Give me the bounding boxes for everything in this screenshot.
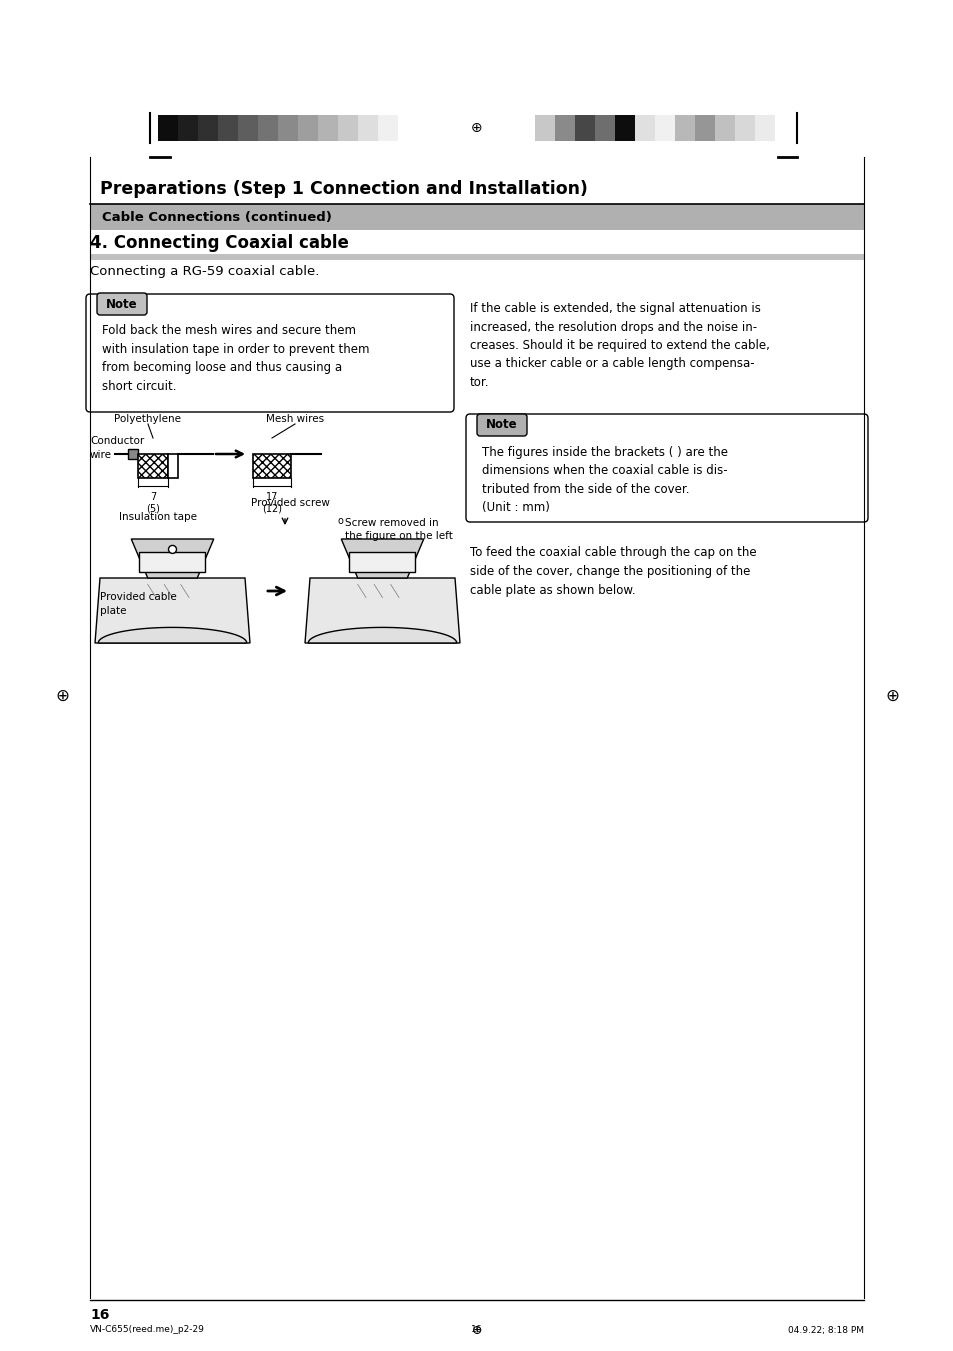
Text: Cable Connections (continued): Cable Connections (continued): [102, 211, 332, 223]
Text: Note: Note: [486, 417, 517, 431]
Bar: [198, 115, 218, 141]
Text: If the cable is extended, the signal attenuation is
increased, the resolution dr: If the cable is extended, the signal att…: [470, 303, 769, 389]
Bar: [257, 115, 277, 141]
Text: VN-C655(reed.me)_p2-29: VN-C655(reed.me)_p2-29: [90, 1325, 205, 1335]
Text: 7
(5): 7 (5): [146, 492, 160, 513]
Bar: [555, 115, 575, 141]
FancyBboxPatch shape: [476, 413, 526, 436]
Bar: [575, 115, 595, 141]
Text: ⊕: ⊕: [884, 688, 898, 705]
Bar: [178, 115, 198, 141]
Bar: [90, 204, 863, 230]
Text: Insulation tape: Insulation tape: [119, 512, 196, 521]
Text: Screw removed in
the figure on the left: Screw removed in the figure on the left: [345, 517, 453, 542]
Polygon shape: [341, 539, 423, 578]
Text: To feed the coaxial cable through the cap on the
side of the cover, change the p: To feed the coaxial cable through the ca…: [470, 546, 756, 597]
Bar: [138, 454, 168, 478]
Bar: [218, 115, 237, 141]
FancyBboxPatch shape: [465, 413, 867, 521]
Bar: [695, 115, 714, 141]
Text: Fold back the mesh wires and secure them
with insulation tape in order to preven: Fold back the mesh wires and secure them…: [102, 324, 369, 393]
FancyBboxPatch shape: [86, 295, 454, 412]
Bar: [635, 115, 655, 141]
Text: 17
(12): 17 (12): [262, 492, 282, 513]
Bar: [535, 115, 555, 141]
Bar: [297, 115, 317, 141]
Circle shape: [169, 546, 176, 554]
Text: Polyethylene: Polyethylene: [114, 413, 181, 424]
Text: 16: 16: [90, 1308, 110, 1323]
Text: Preparations (Step 1 Connection and Installation): Preparations (Step 1 Connection and Inst…: [100, 180, 587, 199]
Text: Provided screw: Provided screw: [251, 499, 329, 508]
Bar: [168, 454, 178, 478]
Bar: [128, 449, 138, 459]
Bar: [754, 115, 774, 141]
Bar: [595, 115, 615, 141]
Text: 04.9.22; 8:18 PM: 04.9.22; 8:18 PM: [787, 1325, 863, 1335]
Bar: [655, 115, 675, 141]
Text: 16: 16: [471, 1325, 482, 1335]
Bar: [90, 254, 863, 259]
Text: Connecting a RG-59 coaxial cable.: Connecting a RG-59 coaxial cable.: [90, 265, 319, 278]
Bar: [253, 454, 291, 478]
Polygon shape: [305, 578, 459, 643]
Bar: [357, 115, 377, 141]
Bar: [317, 115, 337, 141]
Bar: [734, 115, 754, 141]
Text: Provided cable
plate: Provided cable plate: [100, 592, 176, 616]
Polygon shape: [132, 539, 213, 578]
Bar: [349, 553, 416, 571]
Text: ⊕: ⊕: [463, 1324, 490, 1336]
FancyBboxPatch shape: [97, 293, 147, 315]
Bar: [675, 115, 695, 141]
Text: ⊕: ⊕: [471, 122, 482, 135]
Polygon shape: [95, 578, 250, 643]
Text: 4. Connecting Coaxial cable: 4. Connecting Coaxial cable: [90, 234, 349, 253]
Bar: [158, 115, 178, 141]
Text: Note: Note: [106, 299, 137, 312]
Bar: [139, 553, 205, 571]
Bar: [337, 115, 357, 141]
Polygon shape: [98, 627, 247, 643]
Bar: [714, 115, 734, 141]
Text: ⊕: ⊕: [55, 688, 69, 705]
Text: o: o: [336, 516, 342, 526]
Text: The figures inside the brackets ( ) are the
dimensions when the coaxial cable is: The figures inside the brackets ( ) are …: [481, 446, 727, 515]
Text: Mesh wires: Mesh wires: [266, 413, 324, 424]
Bar: [277, 115, 297, 141]
Bar: [615, 115, 635, 141]
Bar: [237, 115, 257, 141]
Text: Conductor
wire: Conductor wire: [90, 436, 144, 459]
Bar: [377, 115, 397, 141]
Polygon shape: [308, 627, 456, 643]
